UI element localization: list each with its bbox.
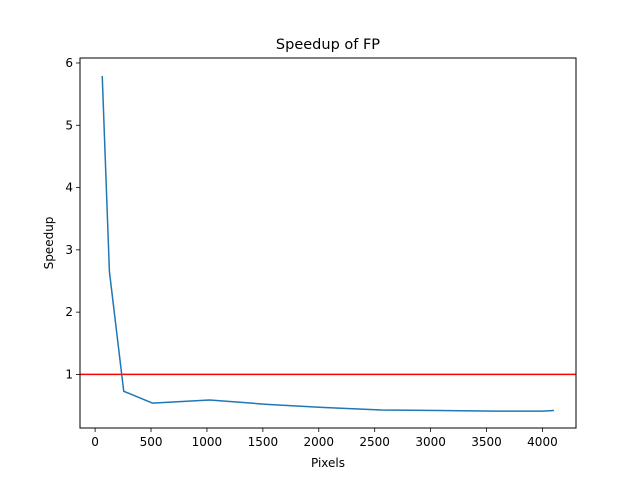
x-tick-label: 1500 [248,435,279,449]
y-tick-label: 5 [65,118,73,132]
x-tick-label: 2500 [359,435,390,449]
plot-frame [79,57,577,429]
y-tick-label: 6 [65,56,73,70]
y-axis-ticks: 1 2 3 4 5 6 [65,56,80,381]
x-axis-label: Pixels [311,456,345,470]
y-tick-label: 3 [65,243,73,257]
series-lines [101,75,554,412]
y-tick-label: 2 [65,305,73,319]
x-tick-label: 3500 [471,435,502,449]
x-tick-label: 2000 [303,435,334,449]
x-tick-label: 1000 [192,435,223,449]
y-tick-label: 1 [65,367,73,381]
y-axis-label: Speedup [42,217,56,270]
series-line [101,75,554,412]
x-tick-label: 500 [140,435,163,449]
x-tick-label: 4000 [527,435,558,449]
x-tick-label: 0 [91,435,99,449]
y-tick-label: 4 [65,181,73,195]
x-axis-ticks: 0 500 1000 1500 2000 2500 3000 3500 4000 [91,428,558,449]
chart-title: Speedup of FP [276,37,380,53]
x-tick-label: 3000 [415,435,446,449]
